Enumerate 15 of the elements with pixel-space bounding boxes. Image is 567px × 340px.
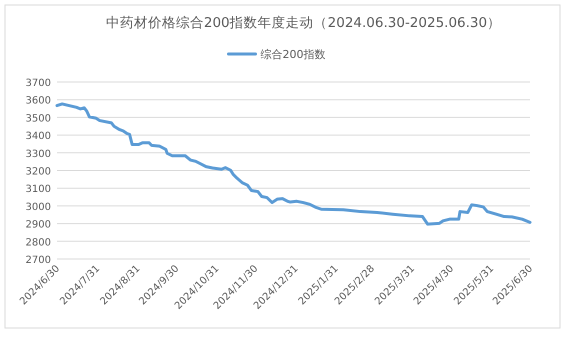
- legend: 综合200指数: [227, 48, 326, 61]
- chart-title: 中药材价格综合200指数年度走动（2024.06.30-2025.06.30）: [106, 15, 502, 31]
- y-tick-label: 2700: [26, 255, 51, 266]
- y-tick-label: 3100: [26, 184, 51, 196]
- y-tick-label: 3700: [26, 78, 51, 89]
- y-tick-label: 3300: [26, 148, 51, 160]
- line-series: [56, 102, 532, 226]
- y-tick-label: 3200: [26, 166, 51, 178]
- y-tick-label: 2800: [26, 237, 51, 248]
- y-tick-label: 3500: [26, 113, 51, 124]
- y-tick-label: 3400: [26, 131, 51, 142]
- legend-label: 综合200指数: [260, 48, 326, 61]
- y-tick-label: 3000: [26, 202, 51, 213]
- y-tick-label: 3600: [26, 96, 51, 107]
- y-tick-label: 2900: [26, 220, 51, 231]
